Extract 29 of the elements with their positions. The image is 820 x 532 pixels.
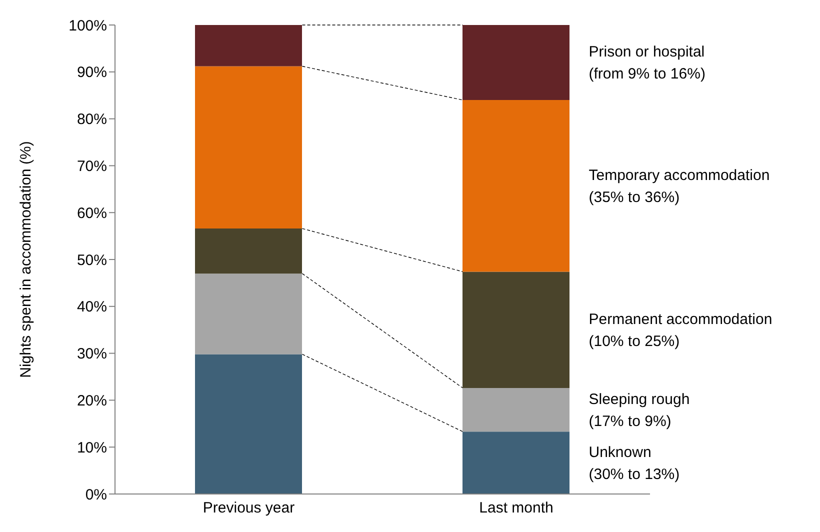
bar (462, 388, 570, 432)
bar (195, 354, 302, 494)
y-tick-label: 80% (76, 111, 107, 128)
y-tick-label: 20% (76, 392, 107, 410)
y-tick-label: 70% (76, 158, 107, 176)
y-tick-label: 10% (76, 439, 107, 456)
annotation: Temporary accommodation (35% to 36%) (588, 166, 770, 206)
x-tick-label: Previous year (202, 500, 295, 517)
annotation: Sleeping rough (17% to 9%) (588, 390, 690, 430)
annotation: Permanent accommodation (10% to 25%) (588, 310, 772, 350)
bar (195, 228, 302, 274)
y-tick-label: 40% (76, 298, 107, 316)
y-tick-label: 0% (85, 486, 107, 504)
y-tick-label: 30% (76, 346, 107, 363)
bar (462, 432, 570, 494)
bar (195, 66, 302, 229)
bar (462, 25, 570, 100)
bar (462, 272, 570, 388)
annotation: Unknown (30% to 13%) (588, 444, 680, 483)
bar (195, 274, 302, 354)
y-tick-label: 50% (76, 252, 107, 269)
y-tick-label: 60% (76, 204, 107, 222)
bar (195, 25, 302, 66)
x-tick-label: Last month (479, 500, 554, 517)
y-axis-title: Nights spent in accommodation (%) (17, 141, 34, 378)
annotation: Prison or hospital (from 9% to 16%) (588, 44, 706, 83)
y-tick-label: 100% (68, 17, 107, 34)
y-tick-label: 90% (76, 64, 107, 82)
bar (462, 100, 570, 272)
